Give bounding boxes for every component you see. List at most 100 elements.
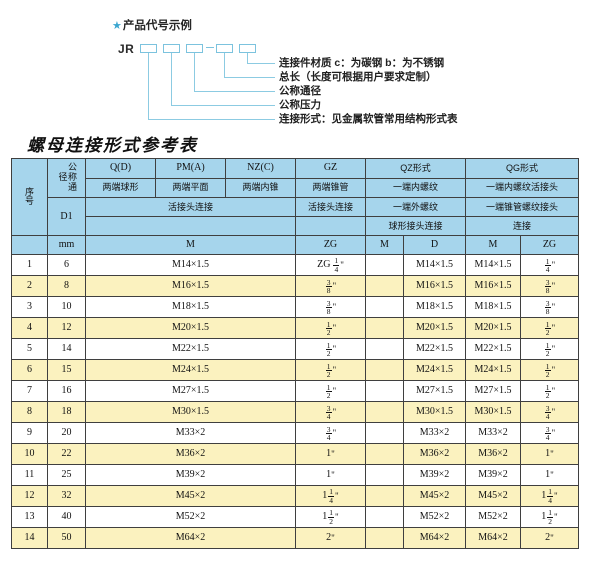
- code-prefix-label: JR: [118, 42, 135, 56]
- code-box-3: [186, 44, 203, 53]
- product-code-legend: ★产品代号示例 JR 连接件材质 c：为碳钢 b：为不锈钢 总长（长度可根据用户…: [0, 0, 600, 128]
- header-nominal-bore-label: 公称通径: [57, 162, 77, 192]
- cell-nominal-bore: 50: [47, 527, 86, 550]
- header-joint-qz: 球形接头连接: [365, 216, 466, 237]
- cell-qg-m: M24×1.5: [465, 359, 521, 382]
- cell-gz-zg: 3 8 ": [295, 296, 366, 319]
- cell-nominal-bore: 15: [47, 359, 86, 382]
- cell-qz-d: M22×1.5: [403, 338, 466, 361]
- cell-qg-m: M30×1.5: [465, 401, 521, 424]
- cell-seq: 11: [11, 464, 48, 487]
- cell-qz-m: [365, 422, 404, 445]
- table-row[interactable]: 4 12 M20×1.5 1 2 " M20×1.5 M20×1.5 1 2 ": [11, 317, 580, 340]
- cell-qg-zg: 1 2 ": [519, 380, 580, 403]
- header-connection-qz: 一端外螺纹: [365, 197, 466, 218]
- cell-qz-d: M24×1.5: [403, 359, 466, 382]
- header-unit-m-left: M: [85, 235, 296, 256]
- table-row[interactable]: 5 14 M22×1.5 1 2 " M22×1.5 M22×1.5 1 2 ": [11, 338, 580, 361]
- cell-m-left: M30×1.5: [85, 401, 296, 424]
- cell-qg-zg: 1 ": [519, 464, 580, 487]
- cell-nominal-bore: 18: [47, 401, 86, 424]
- cell-gz-zg: 3 4 ": [295, 422, 366, 445]
- header-joint-blank-left: [85, 216, 296, 237]
- table-row[interactable]: 2 8 M16×1.5 3 8 " M16×1.5 M16×1.5 3 8 ": [11, 275, 580, 298]
- cell-qz-m: [365, 359, 404, 382]
- table-row[interactable]: 14 50 M64×2 2 " M64×2 M64×2 2 ": [11, 527, 580, 550]
- header-nominal-bore: 公称通径: [47, 157, 86, 199]
- cell-gz-zg: 3 4 ": [295, 401, 366, 424]
- header-unit-zg-qg: ZG: [519, 235, 580, 256]
- cell-nominal-bore: 14: [47, 338, 86, 361]
- cell-seq: 7: [11, 380, 48, 403]
- leader-line-h-3: [194, 91, 275, 92]
- header-d1-label: D1: [60, 210, 73, 222]
- cell-nominal-bore: 16: [47, 380, 86, 403]
- header-group-qg: QG形式: [464, 158, 580, 179]
- cell-gz-zg: 1 ": [295, 464, 366, 487]
- cell-seq: 10: [11, 443, 48, 466]
- table-row[interactable]: 10 22 M36×2 1 " M36×2 M36×2 1 ": [11, 443, 580, 466]
- cell-nominal-bore: 22: [47, 443, 86, 466]
- leader-line-h-1: [247, 63, 275, 64]
- table-row[interactable]: 13 40 M52×2 1 1 2 " M52×2 M52×2 1 1 2 ": [11, 506, 580, 529]
- cell-nominal-bore: 8: [47, 275, 86, 298]
- cell-qz-m: [365, 506, 404, 529]
- cell-gz-zg: 1 2 ": [295, 338, 366, 361]
- header-group-qz: QZ形式: [365, 158, 466, 179]
- cell-qz-m: [365, 485, 404, 508]
- cell-qg-zg: 1 ": [519, 443, 580, 466]
- header-row-groups: 序 号 公称通径 Q(D) PM(A) NZ(C) GZ QZ形式 QG形式: [11, 157, 580, 237]
- cell-gz-zg: 1 ": [295, 443, 366, 466]
- cell-qz-d: M64×2: [403, 527, 466, 550]
- cell-qz-d: M14×1.5: [403, 254, 466, 277]
- table-row[interactable]: 8 18 M30×1.5 3 4 " M30×1.5 M30×1.5 3 4 ": [11, 401, 580, 424]
- cell-seq: 5: [11, 338, 48, 361]
- cell-nominal-bore: 10: [47, 296, 86, 319]
- cell-m-left: M16×1.5: [85, 275, 296, 298]
- header-group-nzc: NZ(C): [225, 158, 296, 179]
- header-endtype-qz: 一端内螺纹: [365, 177, 466, 199]
- leader-line-v-1: [247, 53, 248, 63]
- table-row[interactable]: 6 15 M24×1.5 1 2 " M24×1.5 M24×1.5 1 2 ": [11, 359, 580, 382]
- cell-seq: 4: [11, 317, 48, 340]
- cell-qz-d: M18×1.5: [403, 296, 466, 319]
- cell-qg-m: M20×1.5: [465, 317, 521, 340]
- leader-line-v-3: [194, 53, 195, 91]
- cell-qg-zg: 2 ": [519, 527, 580, 550]
- cell-qg-m: M52×2: [465, 506, 521, 529]
- table-row[interactable]: 1 6 M14×1.5 ZG 1 4 " M14×1.5 M14×1.5 1 4 ": [11, 254, 580, 277]
- table-row[interactable]: 11 25 M39×2 1 " M39×2 M39×2 1 ": [11, 464, 580, 487]
- header-connection-left: 活接头连接: [85, 197, 296, 218]
- table-row[interactable]: 7 16 M27×1.5 1 2 " M27×1.5 M27×1.5 1 2 ": [11, 380, 580, 403]
- cell-m-left: M18×1.5: [85, 296, 296, 319]
- leader-line-h-4: [171, 105, 275, 106]
- header-row-joint: 球形接头连接 连接: [12, 216, 580, 237]
- cell-qz-d: M45×2: [403, 485, 466, 508]
- header-seq-top: 序: [24, 186, 34, 197]
- nut-connection-spec-table: 序 号 公称通径 Q(D) PM(A) NZ(C) GZ QZ形式 QG形式 两…: [11, 157, 580, 550]
- cell-seq: 6: [11, 359, 48, 382]
- callout-label-nominal-pressure: 公称压力: [279, 99, 321, 111]
- cell-gz-zg: 1 2 ": [295, 380, 366, 403]
- cell-qz-d: M36×2: [403, 443, 466, 466]
- table-row[interactable]: 12 32 M45×2 1 1 4 " M45×2 M45×2 1 1 4 ": [11, 485, 580, 508]
- cell-m-left: M24×1.5: [85, 359, 296, 382]
- header-endtype-pma: 两端平面: [155, 177, 226, 199]
- cell-m-left: M27×1.5: [85, 380, 296, 403]
- code-box-4: [216, 44, 233, 53]
- cell-qg-m: M27×1.5: [465, 380, 521, 403]
- cell-m-left: M36×2: [85, 443, 296, 466]
- callout-label-total-length: 总长（长度可根据用户要求定制）: [279, 71, 437, 83]
- header-endtype-qd: 两端球形: [85, 177, 156, 199]
- header-unit-zg-gz: ZG: [295, 235, 366, 256]
- table-row[interactable]: 3 10 M18×1.5 3 8 " M18×1.5 M18×1.5 3 8 ": [11, 296, 580, 319]
- cell-seq: 2: [11, 275, 48, 298]
- cell-qz-d: M27×1.5: [403, 380, 466, 403]
- cell-qz-m: [365, 338, 404, 361]
- code-dash: [206, 47, 214, 48]
- header-group-qd: Q(D): [85, 158, 156, 179]
- legend-title-text: 产品代号示例: [122, 20, 192, 32]
- cell-seq: 12: [11, 485, 48, 508]
- table-row[interactable]: 9 20 M33×2 3 4 " M33×2 M33×2 3 4 ": [11, 422, 580, 445]
